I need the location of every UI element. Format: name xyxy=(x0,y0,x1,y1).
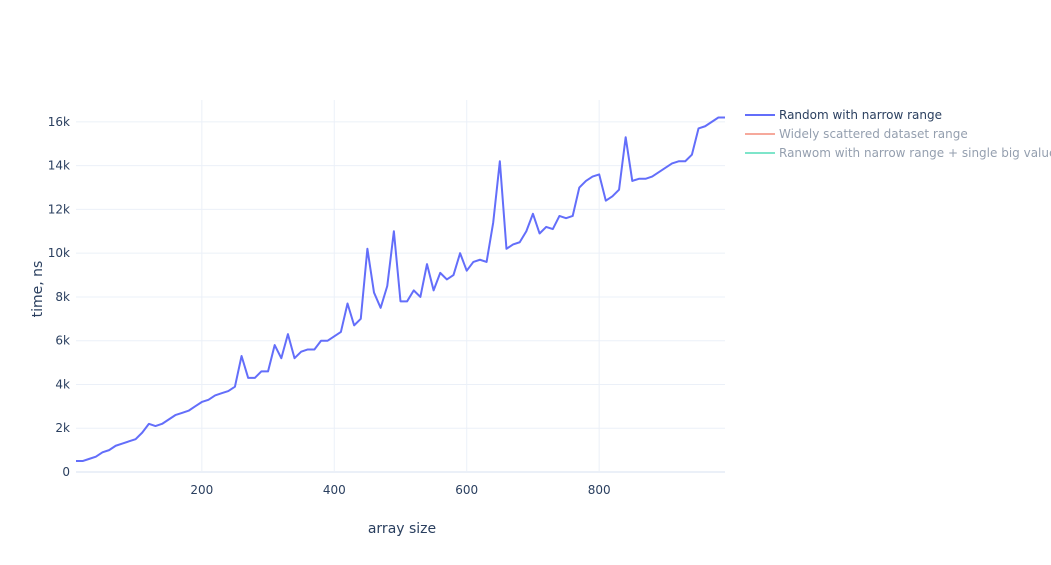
y-tick-label: 0 xyxy=(62,465,70,479)
x-tick-label: 800 xyxy=(588,483,611,497)
x-axis-title: array size xyxy=(368,521,436,537)
y-tick-label: 14k xyxy=(48,159,70,173)
x-tick-label: 400 xyxy=(323,483,346,497)
legend-label: Widely scattered dataset range xyxy=(779,127,968,141)
y-tick-label: 6k xyxy=(55,334,70,348)
legend-item[interactable]: Widely scattered dataset range xyxy=(745,127,968,141)
x-tick-label: 200 xyxy=(190,483,213,497)
legend-label: Ranwom with narrow range + single big va… xyxy=(779,146,1051,160)
x-tick-label: 600 xyxy=(455,483,478,497)
y-tick-label: 16k xyxy=(48,115,70,129)
y-tick-label: 2k xyxy=(55,421,70,435)
y-tick-label: 8k xyxy=(55,290,70,304)
y-tick-label: 10k xyxy=(48,246,70,260)
legend-item[interactable]: Ranwom with narrow range + single big va… xyxy=(745,146,1051,160)
y-tick-label: 12k xyxy=(48,202,70,216)
y-tick-label: 4k xyxy=(55,377,70,391)
y-axis-title: time, ns xyxy=(30,261,46,318)
legend-label: Random with narrow range xyxy=(779,108,942,122)
